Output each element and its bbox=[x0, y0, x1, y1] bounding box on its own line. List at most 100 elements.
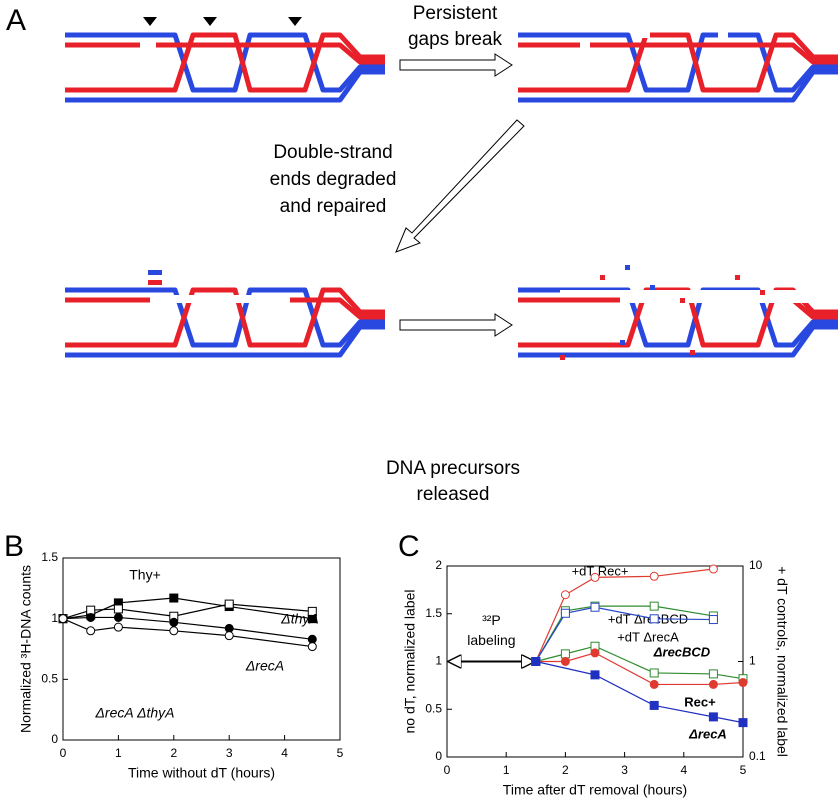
annotation: ³²P bbox=[482, 612, 501, 628]
data-point bbox=[169, 617, 179, 627]
data-point bbox=[113, 622, 123, 632]
y2-tick-label: 10 bbox=[749, 558, 763, 572]
annotation: labeling bbox=[467, 632, 515, 648]
y-tick-label: 1.5 bbox=[41, 550, 58, 564]
series-line bbox=[62, 597, 313, 620]
data-point bbox=[169, 626, 179, 636]
data-point bbox=[708, 712, 718, 722]
series-label: +dT Rec+ bbox=[572, 563, 629, 578]
data-point bbox=[560, 657, 570, 666]
y-tick-label: 0.5 bbox=[41, 672, 58, 686]
y-tick-label: 2 bbox=[435, 558, 442, 572]
data-point bbox=[560, 590, 570, 600]
data-point bbox=[224, 599, 234, 609]
series-label: ΔrecBCD bbox=[653, 644, 711, 659]
x-tick-label: 2 bbox=[562, 763, 569, 777]
data-point bbox=[560, 608, 570, 618]
y-tick-label: 0.5 bbox=[425, 701, 442, 715]
series-label: ΔrecA ΔthyA bbox=[95, 705, 175, 721]
data-point bbox=[708, 615, 718, 625]
data-point bbox=[649, 700, 659, 710]
data-point bbox=[169, 593, 179, 603]
x-tick-label: 3 bbox=[621, 763, 628, 777]
data-point bbox=[738, 718, 748, 728]
y2-axis-label: + dT controls, normalized label bbox=[774, 566, 790, 757]
series-line bbox=[62, 603, 313, 620]
y2-tick-label: 0.1 bbox=[749, 749, 766, 763]
series-line bbox=[535, 652, 744, 686]
gap-markers bbox=[143, 17, 302, 26]
x-tick-label: 1 bbox=[503, 763, 510, 777]
data-point bbox=[649, 668, 659, 678]
data-point bbox=[86, 612, 96, 622]
series-label: Rec+ bbox=[684, 694, 716, 709]
x-axis-label: Time after dT removal (hours) bbox=[503, 782, 687, 798]
x-tick-label: 5 bbox=[740, 763, 747, 777]
series-label: Thy+ bbox=[129, 567, 161, 583]
dna-duplex bbox=[65, 35, 385, 100]
data-point bbox=[708, 564, 718, 574]
step-label: gaps break bbox=[408, 29, 503, 50]
released-precursors bbox=[148, 265, 765, 360]
x-axis-label: Time without dT (hours) bbox=[128, 765, 275, 781]
y2-tick-label: 1 bbox=[749, 654, 756, 668]
series-label: +dT ΔrecBCD bbox=[608, 611, 688, 626]
data-point bbox=[560, 649, 570, 659]
step-label: ends degraded bbox=[270, 169, 397, 190]
series-label: ΔrecA bbox=[688, 726, 727, 741]
y-axis-label: no dT, normalized label bbox=[402, 590, 418, 734]
data-point bbox=[307, 606, 317, 616]
data-point bbox=[649, 614, 659, 624]
data-point bbox=[86, 626, 96, 636]
x-tick-label: 2 bbox=[170, 746, 177, 760]
x-tick-label: 3 bbox=[226, 746, 233, 760]
series-line bbox=[62, 616, 313, 640]
data-point bbox=[590, 572, 600, 582]
series-label: ΔrecA bbox=[245, 658, 284, 674]
x-tick-label: 0 bbox=[60, 746, 67, 760]
panel-label: A bbox=[6, 4, 26, 37]
series-line bbox=[535, 645, 744, 680]
data-point bbox=[531, 657, 541, 666]
x-tick-label: 4 bbox=[680, 763, 687, 777]
step-label: and repaired bbox=[280, 196, 387, 217]
data-point bbox=[58, 614, 68, 624]
data-point bbox=[113, 604, 123, 614]
y-axis-label: Normalized ³H-DNA counts bbox=[18, 565, 34, 733]
data-point bbox=[708, 679, 718, 689]
data-point bbox=[307, 642, 317, 652]
x-tick-label: 0 bbox=[444, 763, 451, 777]
y-tick-label: 1 bbox=[435, 654, 442, 668]
strand-gaps bbox=[140, 30, 820, 303]
data-point bbox=[590, 648, 600, 658]
data-point bbox=[113, 612, 123, 622]
y-tick-label: 1.5 bbox=[425, 606, 442, 620]
panel-label: B bbox=[4, 530, 24, 563]
data-point bbox=[224, 631, 234, 641]
process-arrows bbox=[395, 53, 525, 337]
plot-frame bbox=[62, 557, 341, 741]
data-point bbox=[590, 602, 600, 612]
data-point bbox=[708, 669, 718, 679]
series-label: ΔthyA bbox=[280, 611, 318, 627]
y-tick-label: 1 bbox=[51, 611, 58, 625]
step-label: released bbox=[417, 484, 490, 505]
y-tick-label: 0 bbox=[51, 732, 58, 746]
data-point bbox=[738, 678, 748, 688]
data-point bbox=[590, 670, 600, 680]
data-point bbox=[649, 679, 659, 689]
data-point bbox=[649, 571, 659, 581]
panel-label: C bbox=[398, 530, 420, 563]
series-label: +dT ΔrecA bbox=[617, 629, 679, 644]
dna-duplex bbox=[518, 35, 838, 100]
x-tick-label: 1 bbox=[115, 746, 122, 760]
step-label: Double-strand bbox=[273, 142, 392, 163]
x-tick-label: 5 bbox=[337, 746, 344, 760]
step-label: Persistent bbox=[413, 3, 498, 24]
x-tick-label: 4 bbox=[281, 746, 288, 760]
step-label: DNA precursors bbox=[386, 458, 520, 479]
data-point bbox=[649, 601, 659, 611]
series-line bbox=[62, 618, 313, 648]
y-tick-label: 0 bbox=[435, 749, 442, 763]
